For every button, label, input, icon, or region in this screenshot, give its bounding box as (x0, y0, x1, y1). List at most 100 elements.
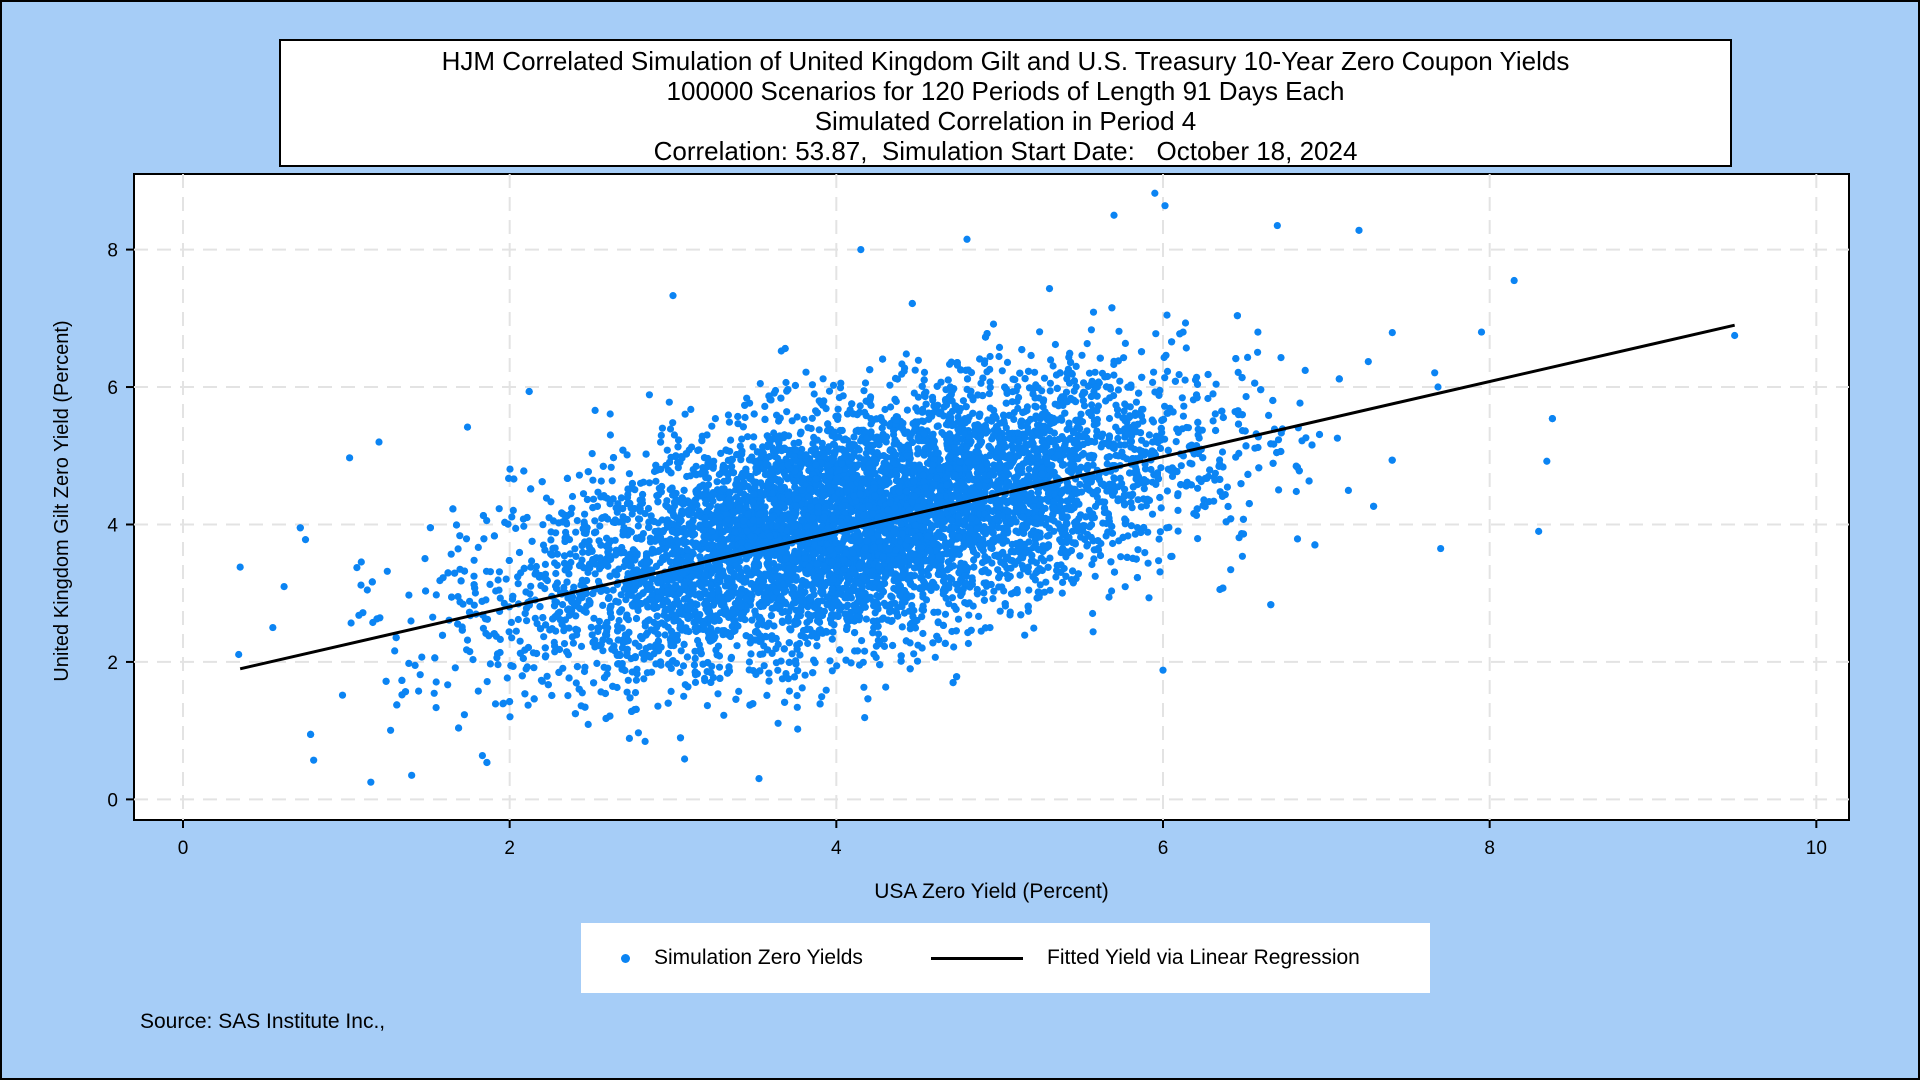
scatter-point (415, 687, 423, 695)
scatter-point (715, 663, 724, 671)
scatter-point (720, 711, 728, 719)
scatter-point (432, 678, 440, 686)
scatter-point (572, 528, 580, 536)
scatter-point (383, 567, 391, 575)
scatter-point (1091, 572, 1099, 580)
scatter-point (679, 662, 688, 670)
scatter-point (1046, 387, 1054, 395)
scatter-point (1116, 377, 1124, 385)
scatter-point (1036, 328, 1044, 336)
scatter-point (357, 581, 365, 589)
scatter-point (1275, 486, 1283, 494)
scatter-point (681, 755, 689, 763)
scatter-point (1093, 427, 1101, 435)
scatter-point (474, 543, 482, 552)
scatter-point (789, 599, 798, 607)
scatter-point (460, 711, 468, 719)
scatter-point (783, 408, 791, 416)
scatter-point (689, 466, 697, 474)
scatter-point (421, 555, 429, 563)
scatter-point (589, 476, 597, 484)
scatter-point (1142, 440, 1150, 448)
scatter-point (738, 435, 746, 443)
scatter-point (363, 586, 371, 594)
scatter-point (540, 633, 548, 641)
scatter-point (756, 380, 764, 388)
scatter-point (537, 676, 546, 684)
grid-lines (134, 174, 1849, 820)
scatter-point (568, 492, 577, 501)
scatter-point (645, 391, 654, 399)
scatter-point (708, 422, 716, 430)
scatter-point (1150, 368, 1158, 376)
scatter-point (512, 627, 520, 635)
scatter-point (676, 668, 684, 677)
scatter-point (989, 320, 998, 328)
scatter-point (599, 601, 607, 610)
scatter-point (828, 667, 836, 675)
scatter-point (516, 637, 524, 645)
scatter-point (1333, 434, 1341, 442)
scatter-point (416, 671, 424, 679)
scatter-point (1141, 549, 1149, 557)
scatter-point (486, 660, 494, 668)
scatter-point (1121, 583, 1129, 591)
scatter-point (645, 479, 654, 487)
scatter-point (559, 601, 567, 609)
scatter-point (590, 614, 598, 622)
scatter-point (593, 659, 601, 668)
scatter-point (507, 618, 515, 627)
scatter-point (870, 650, 878, 658)
scatter-point (996, 607, 1004, 615)
scatter-point (1174, 527, 1182, 535)
scatter-point (1254, 348, 1262, 356)
scatter-point (575, 471, 584, 479)
scatter-point (1039, 397, 1047, 406)
scatter-point (1021, 631, 1029, 639)
scatter-point (645, 518, 653, 526)
scatter-point (855, 661, 864, 669)
scatter-point (597, 477, 605, 485)
scatter-point (990, 587, 998, 595)
scatter-point (495, 505, 503, 513)
scatter-point (802, 368, 810, 376)
scatter-point (989, 595, 997, 603)
scatter-point (506, 713, 514, 721)
scatter-point (569, 639, 578, 647)
scatter-point (469, 656, 477, 664)
scatter-point (523, 617, 531, 625)
scatter-point (711, 415, 720, 423)
scatter-point (744, 433, 752, 441)
scatter-point (1134, 496, 1142, 504)
scatter-point (444, 681, 452, 689)
scatter-point (508, 513, 516, 521)
scatter-point (995, 352, 1003, 361)
scatter-point (903, 406, 912, 414)
scatter-point (931, 653, 939, 661)
scatter-point (1194, 484, 1202, 492)
scatter-point (680, 692, 688, 700)
scatter-point (1155, 557, 1163, 565)
scatter-point (432, 591, 440, 599)
scatter-point (1003, 358, 1012, 366)
scatter-point (1163, 487, 1171, 495)
scatter-point (1218, 448, 1227, 456)
scatter-point (803, 619, 811, 627)
scatter-point (818, 693, 826, 701)
scatter-point (1137, 503, 1145, 511)
scatter-point (1014, 383, 1022, 391)
scatter-point (483, 678, 491, 686)
scatter-point (1212, 380, 1220, 388)
scatter-point (606, 410, 614, 418)
scatter-point (589, 495, 598, 503)
scatter-point (780, 645, 788, 653)
scatter-point (1254, 328, 1262, 336)
scatter-point (667, 687, 675, 696)
scatter-point (631, 689, 640, 697)
scatter-point (1277, 354, 1285, 362)
scatter-point (701, 674, 709, 683)
scatter-point (948, 594, 957, 602)
scatter-point (986, 383, 994, 391)
scatter-point (755, 775, 763, 783)
